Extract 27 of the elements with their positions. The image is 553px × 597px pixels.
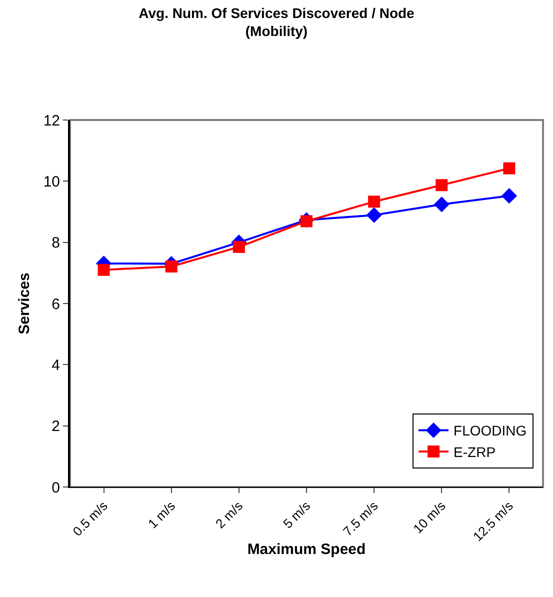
y-tick-label: 8	[52, 234, 60, 252]
x-tick-label: 10 m/s	[410, 498, 449, 536]
x-tick-label: 2 m/s	[212, 498, 246, 532]
point	[501, 188, 518, 204]
point	[434, 196, 450, 212]
chart-title: Avg. Num. Of Services Discovered / Node (Mobility)	[138, 4, 415, 40]
x-tick-label: 7.5 m/s	[340, 498, 382, 539]
point	[503, 162, 516, 174]
point	[232, 240, 245, 253]
y-axis-title: Services	[16, 272, 33, 334]
point	[366, 207, 382, 223]
x-tick-label: 5 m/s	[280, 498, 314, 532]
y-tick-label: 0	[52, 479, 60, 496]
y-tick-label: 2	[52, 418, 60, 436]
point	[436, 179, 448, 192]
legend-label: FLOODING	[454, 422, 527, 439]
point	[165, 260, 178, 272]
y-tick-label: 6	[52, 296, 60, 313]
x-axis-title: Maximum Speed	[247, 540, 366, 558]
legend-label: E-ZRP	[454, 444, 496, 460]
point	[368, 196, 380, 208]
x-tick-label: 1 m/s	[144, 498, 178, 532]
point	[98, 264, 110, 276]
y-tick-label: 12	[43, 112, 60, 130]
y-tick-label: 10	[43, 173, 60, 190]
y-tick-label: 4	[52, 356, 60, 374]
x-tick-label: 0.5 m/s	[70, 498, 111, 539]
